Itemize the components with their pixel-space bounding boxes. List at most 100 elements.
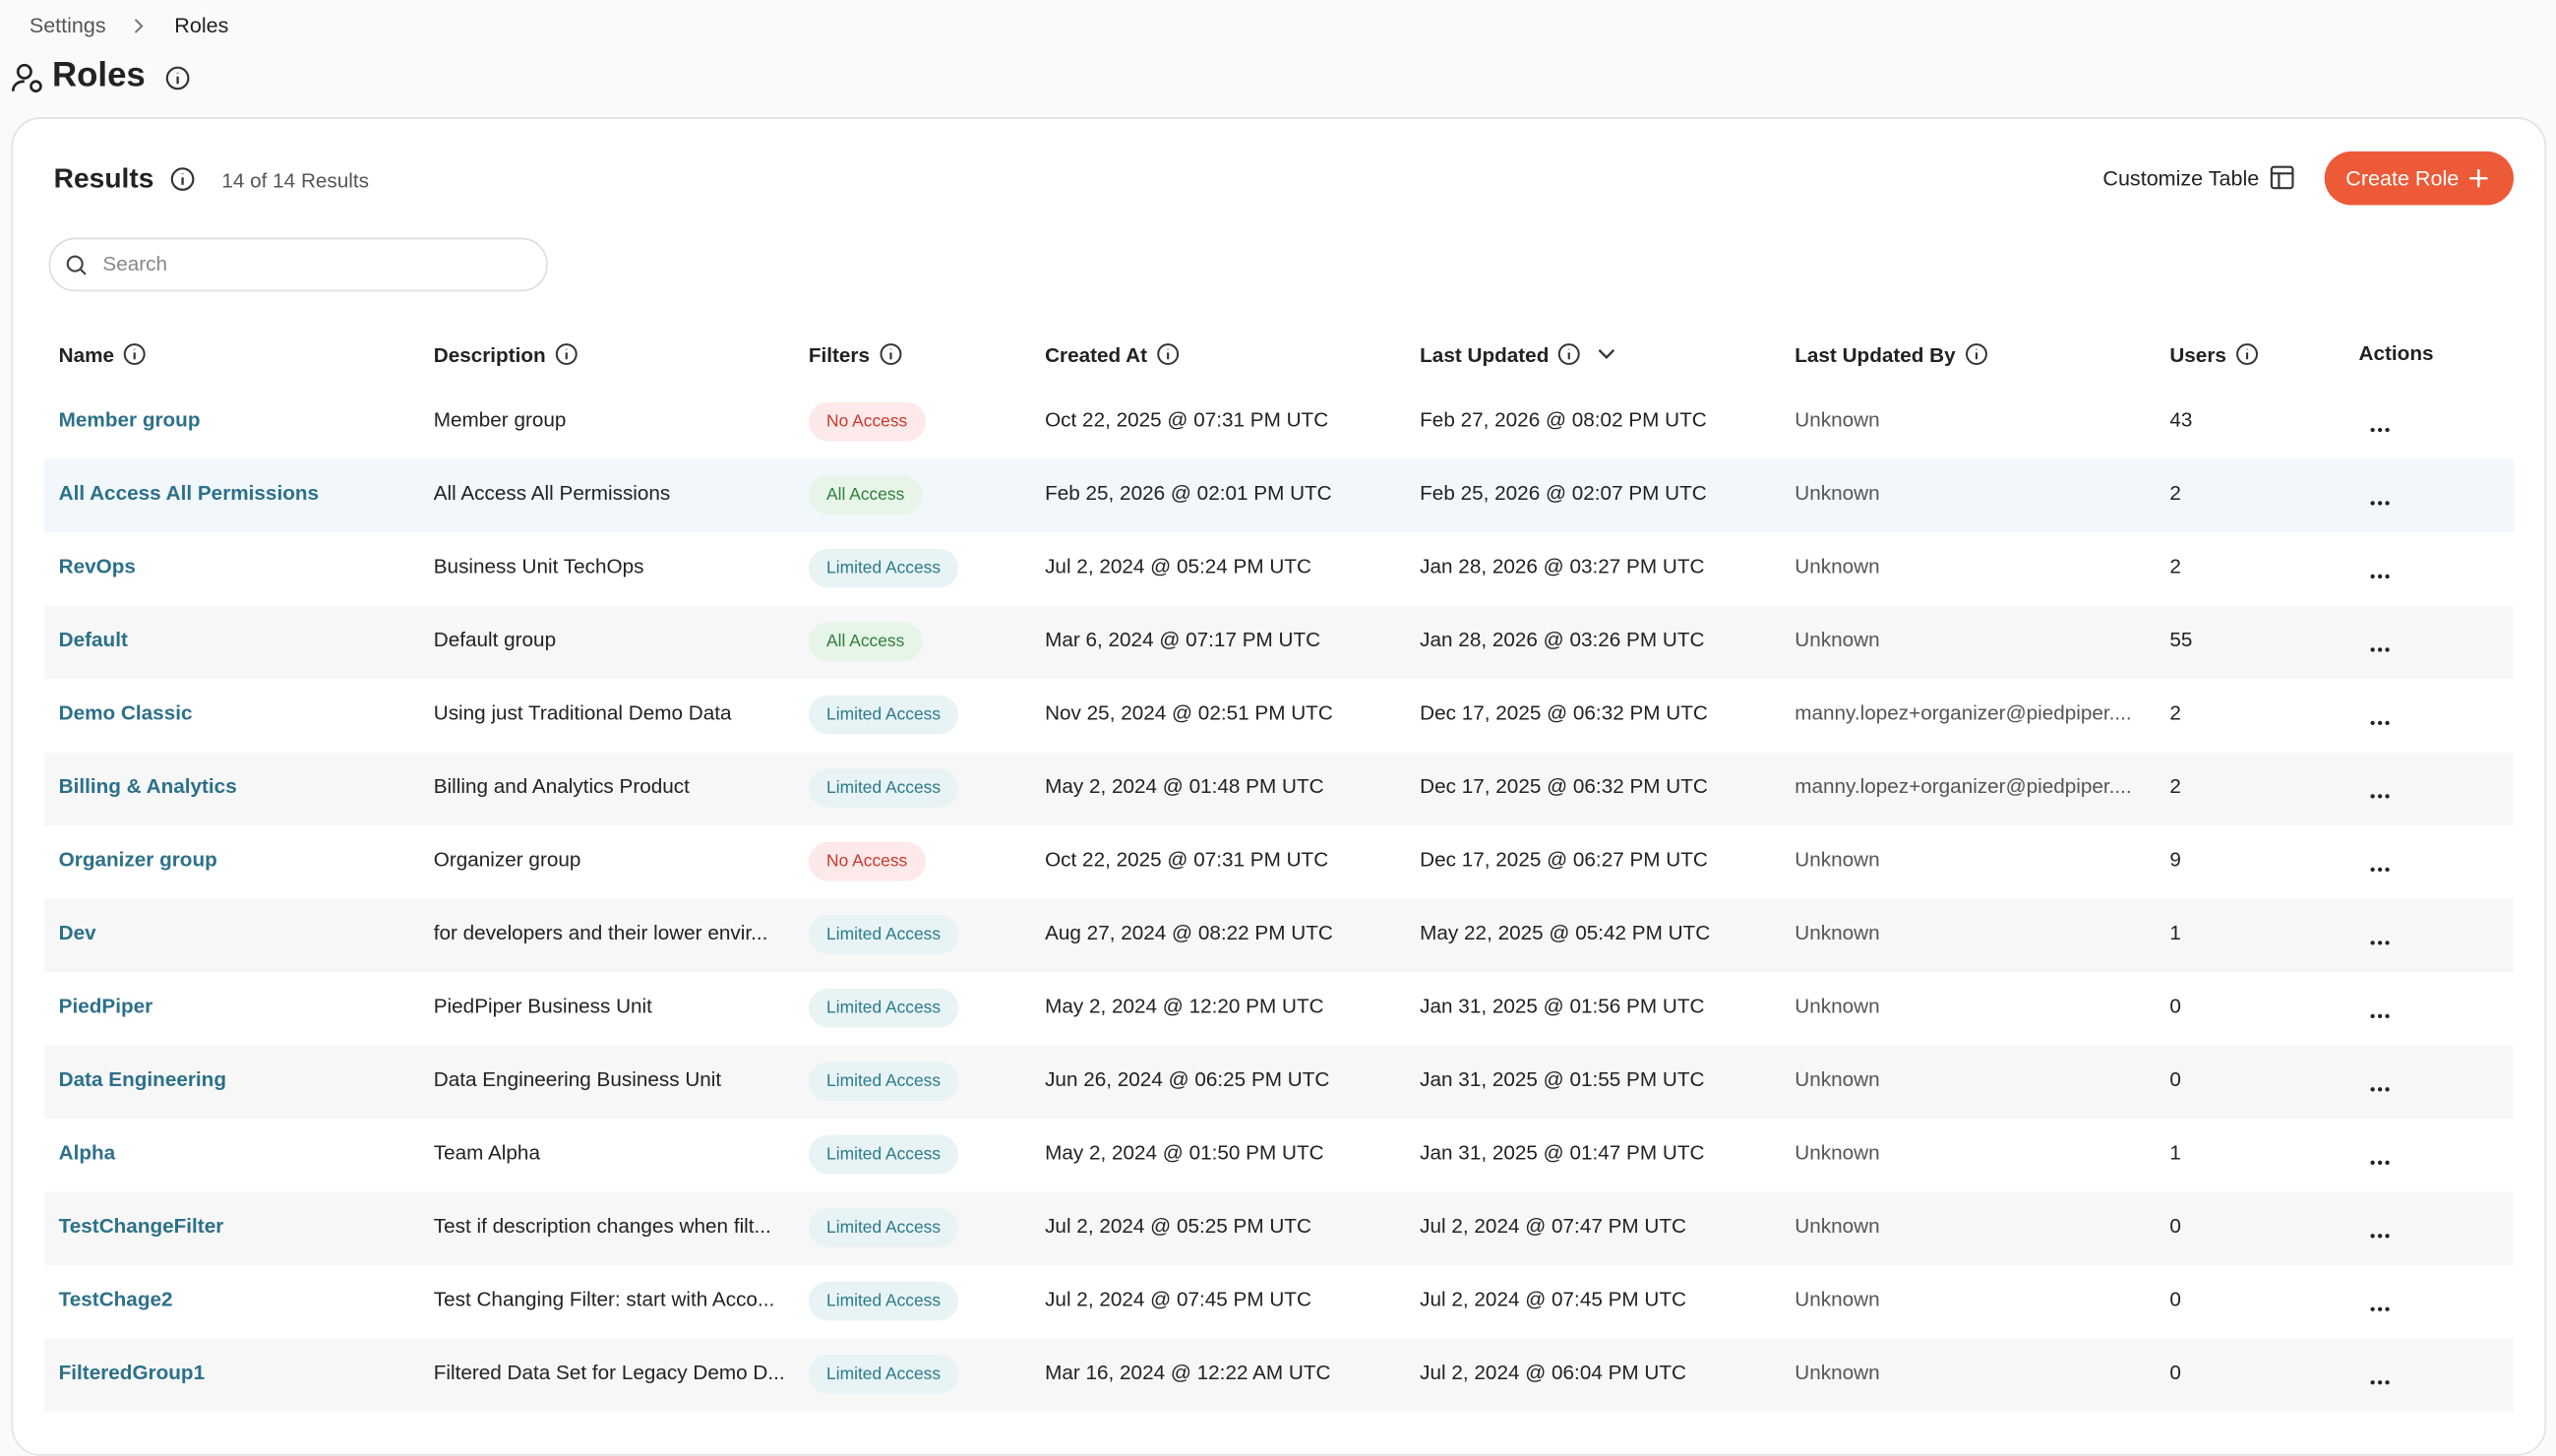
role-name-link[interactable]: TestChage2 <box>58 1288 173 1311</box>
info-icon[interactable] <box>1557 342 1582 372</box>
role-name-link[interactable]: FilteredGroup1 <box>58 1361 206 1384</box>
created-at: Mar 16, 2024 @ 12:22 AM UTC <box>1045 1361 1331 1384</box>
column-label: Last Updated By <box>1795 343 1956 367</box>
users-count: 55 <box>2169 628 2193 652</box>
last-updated: Jul 2, 2024 @ 07:45 PM UTC <box>1420 1288 1687 1311</box>
actions-menu[interactable] <box>2368 1074 2391 1104</box>
description: Test Changing Filter: start with Acco... <box>433 1288 775 1311</box>
filter-badge: Limited Access <box>808 548 959 588</box>
filter-badge: No Access <box>808 841 926 881</box>
role-name-link[interactable]: RevOps <box>58 555 136 578</box>
description: All Access All Permissions <box>433 481 671 506</box>
info-icon[interactable] <box>1964 342 1988 372</box>
last-updated-by: Unknown <box>1795 1067 1880 1091</box>
users-count: 9 <box>2169 848 2181 872</box>
filter-badge: All Access <box>808 622 923 662</box>
filter-badge: Limited Access <box>808 1062 959 1101</box>
info-icon[interactable] <box>122 342 147 372</box>
column-header[interactable]: Last Updated <box>1420 342 1618 372</box>
created-at: Jun 26, 2024 @ 06:25 PM UTC <box>1045 1067 1330 1091</box>
role-name-link[interactable]: Billing & Analytics <box>58 774 237 799</box>
actions-menu[interactable] <box>2368 1148 2391 1178</box>
role-name-link[interactable]: Organizer group <box>58 848 217 872</box>
users-count: 2 <box>2169 774 2181 799</box>
users-count: 0 <box>2169 1214 2181 1238</box>
filter-badge: Limited Access <box>808 768 959 808</box>
info-icon[interactable] <box>554 342 578 372</box>
actions-menu[interactable] <box>2368 928 2391 957</box>
role-name-link[interactable]: Dev <box>58 921 96 945</box>
role-name-link[interactable]: PiedPiper <box>58 995 153 1018</box>
search-input[interactable]: Search <box>48 237 548 292</box>
actions-menu[interactable] <box>2368 562 2391 591</box>
actions-menu[interactable] <box>2368 708 2391 738</box>
last-updated: Dec 17, 2025 @ 06:32 PM UTC <box>1420 701 1708 725</box>
last-updated: Jul 2, 2024 @ 06:04 PM UTC <box>1420 1361 1687 1384</box>
role-name-link[interactable]: Default <box>58 628 128 652</box>
sort-icon[interactable] <box>1595 342 1619 372</box>
role-name-link[interactable]: All Access All Permissions <box>58 481 320 506</box>
description: Team Alpha <box>433 1141 540 1165</box>
last-updated-by: Unknown <box>1795 1141 1880 1165</box>
last-updated: Jul 2, 2024 @ 07:47 PM UTC <box>1420 1214 1687 1238</box>
actions-menu[interactable] <box>2368 415 2391 445</box>
info-icon[interactable] <box>2234 342 2259 372</box>
last-updated-by: Unknown <box>1795 408 1880 432</box>
created-at: Mar 6, 2024 @ 07:17 PM UTC <box>1045 628 1321 652</box>
role-name-link[interactable]: Alpha <box>58 1141 116 1165</box>
created-at: Oct 22, 2025 @ 07:31 PM UTC <box>1045 848 1329 872</box>
created-at: May 2, 2024 @ 12:20 PM UTC <box>1045 995 1324 1018</box>
filter-badge: Limited Access <box>808 1355 959 1394</box>
filter-badge: Limited Access <box>808 988 959 1028</box>
filter-badge: All Access <box>808 475 923 516</box>
column-label: Last Updated <box>1420 343 1550 367</box>
created-at: May 2, 2024 @ 01:48 PM UTC <box>1045 774 1324 799</box>
customize-table-button[interactable]: Customize Table <box>2102 165 2260 191</box>
last-updated: Dec 17, 2025 @ 06:27 PM UTC <box>1420 848 1708 872</box>
breadcrumb-link[interactable]: Settings <box>29 13 106 38</box>
column-label: Created At <box>1045 343 1148 367</box>
description: Data Engineering Business Unit <box>433 1067 722 1091</box>
description: Using just Traditional Demo Data <box>433 701 732 725</box>
actions-menu[interactable] <box>2368 636 2391 665</box>
results-title: Results <box>53 162 154 194</box>
table-icon <box>2270 165 2294 190</box>
last-updated-by: Unknown <box>1795 921 1880 945</box>
roles-icon <box>11 63 42 93</box>
column-header: Created At <box>1045 342 1180 372</box>
column-label: Users <box>2169 343 2226 367</box>
actions-menu[interactable] <box>2368 489 2391 518</box>
actions-menu[interactable] <box>2368 1295 2391 1324</box>
created-at: Jul 2, 2024 @ 05:24 PM UTC <box>1045 555 1311 578</box>
row-background <box>43 1191 2514 1266</box>
last-updated-by: Unknown <box>1795 481 1880 506</box>
results-card: Results 14 of 14 Results Customize Table… <box>11 117 2547 1456</box>
role-name-link[interactable]: Member group <box>58 408 201 432</box>
last-updated: Jan 31, 2025 @ 01:47 PM UTC <box>1420 1141 1705 1165</box>
users-count: 0 <box>2169 995 2181 1018</box>
actions-menu[interactable] <box>2368 1221 2391 1250</box>
last-updated: Jan 28, 2026 @ 03:26 PM UTC <box>1420 628 1705 652</box>
last-updated-by: Unknown <box>1795 628 1880 652</box>
actions-menu[interactable] <box>2368 1001 2391 1031</box>
users-count: 2 <box>2169 481 2181 506</box>
description: Test if description changes when filt... <box>433 1214 771 1238</box>
last-updated-by: Unknown <box>1795 555 1880 578</box>
role-name-link[interactable]: Demo Classic <box>58 701 193 725</box>
description: Filtered Data Set for Legacy Demo D... <box>433 1361 785 1384</box>
last-updated-by: manny.lopez+organizer@piedpiper.... <box>1795 701 2132 725</box>
actions-menu[interactable] <box>2368 855 2391 884</box>
info-icon[interactable] <box>169 166 196 192</box>
info-icon[interactable] <box>878 342 902 372</box>
info-icon[interactable] <box>164 65 191 91</box>
created-at: Jul 2, 2024 @ 07:45 PM UTC <box>1045 1288 1311 1311</box>
filter-badge: Limited Access <box>808 915 959 954</box>
row-background <box>43 752 2514 826</box>
actions-menu[interactable] <box>2368 1367 2391 1397</box>
info-icon[interactable] <box>1155 342 1180 372</box>
last-updated-by: Unknown <box>1795 1214 1880 1238</box>
actions-menu[interactable] <box>2368 781 2391 811</box>
role-name-link[interactable]: Data Engineering <box>58 1067 226 1091</box>
role-name-link[interactable]: TestChangeFilter <box>58 1214 224 1238</box>
create-role-button[interactable]: Create Role <box>2324 151 2514 206</box>
